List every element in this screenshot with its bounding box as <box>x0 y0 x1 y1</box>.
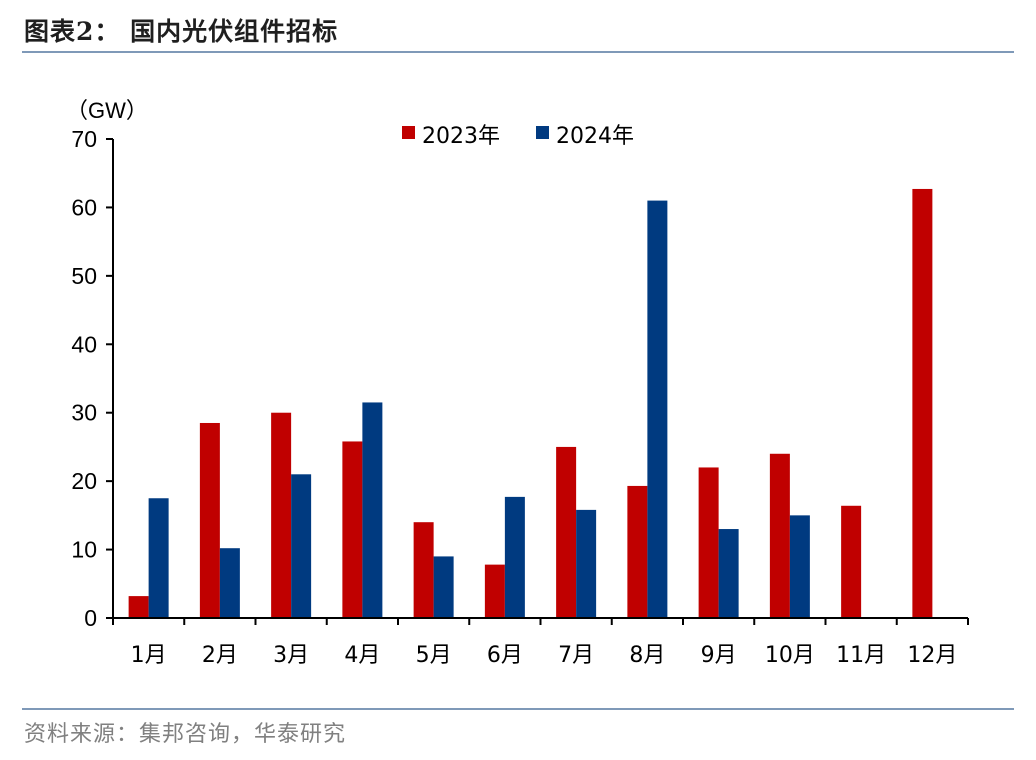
bar-2024年-2月 <box>219 548 240 618</box>
x-tick-label: 7月 <box>558 643 594 668</box>
bar-2023年-4月 <box>342 441 363 618</box>
bar-2024年-10月 <box>789 515 810 618</box>
legend-swatch-0 <box>402 126 415 139</box>
y-tick-label: 60 <box>71 194 97 220</box>
bar-2024年-4月 <box>362 402 383 618</box>
y-axis-unit-label: （GW） <box>66 98 148 123</box>
y-tick-label: 40 <box>71 331 97 357</box>
x-tick-label: 3月 <box>273 643 309 668</box>
bar-2023年-6月 <box>484 564 505 618</box>
legend-label-0: 2023年 <box>422 124 500 149</box>
bar-2023年-11月 <box>841 505 862 618</box>
y-tick-label: 0 <box>84 605 97 631</box>
y-tick-label: 50 <box>71 263 97 289</box>
x-tick-label: 9月 <box>701 643 737 668</box>
legend-label-1: 2024年 <box>556 124 634 149</box>
x-tick-label: 1月 <box>131 643 167 668</box>
y-axis-ticks: 0 10 20 30 40 50 60 70 <box>71 126 113 631</box>
bar-2023年-10月 <box>769 453 790 618</box>
legend: 2023年 2024年 <box>402 124 634 149</box>
x-tick-label: 12月 <box>907 643 957 668</box>
legend-swatch-1 <box>536 126 549 139</box>
bar-2023年-1月 <box>128 596 149 618</box>
bar-2024年-7月 <box>576 509 597 618</box>
x-tick-label: 11月 <box>836 643 886 668</box>
bars-group <box>128 188 933 619</box>
bar-2024年-6月 <box>504 496 525 618</box>
x-tick-label: 6月 <box>487 643 523 668</box>
figure-title: 图表2： 国内光伏组件招标 <box>24 17 339 46</box>
bar-2024年-9月 <box>718 529 739 618</box>
top-divider <box>22 51 1014 53</box>
y-tick-label: 70 <box>71 126 97 152</box>
source-note: 资料来源：集邦咨询，华泰研究 <box>24 722 347 747</box>
x-tick-label: 8月 <box>629 643 665 668</box>
bar-2023年-2月 <box>199 422 220 618</box>
bar-2023年-8月 <box>627 485 648 618</box>
x-tick-label: 10月 <box>765 643 815 668</box>
bottom-divider <box>22 708 1014 710</box>
bar-2024年-8月 <box>647 200 668 619</box>
x-tick-label: 2月 <box>202 643 238 668</box>
bar-2023年-9月 <box>698 467 719 618</box>
bar-2023年-12月 <box>912 188 933 618</box>
x-axis-ticks: 1月 2月 3月 4月 5月 6月 7月 8月 9月 10月 11月 12月 <box>112 618 969 668</box>
bar-2023年-3月 <box>271 412 292 618</box>
bar-2024年-3月 <box>291 474 312 618</box>
x-tick-label: 4月 <box>344 643 380 668</box>
y-tick-label: 10 <box>71 537 97 563</box>
bar-2024年-1月 <box>148 498 169 618</box>
bar-2024年-5月 <box>433 556 454 618</box>
bar-2023年-5月 <box>413 522 434 618</box>
y-tick-label: 20 <box>71 468 97 494</box>
x-tick-label: 5月 <box>416 643 452 668</box>
bar-2023年-7月 <box>556 446 577 618</box>
y-tick-label: 30 <box>71 400 97 426</box>
